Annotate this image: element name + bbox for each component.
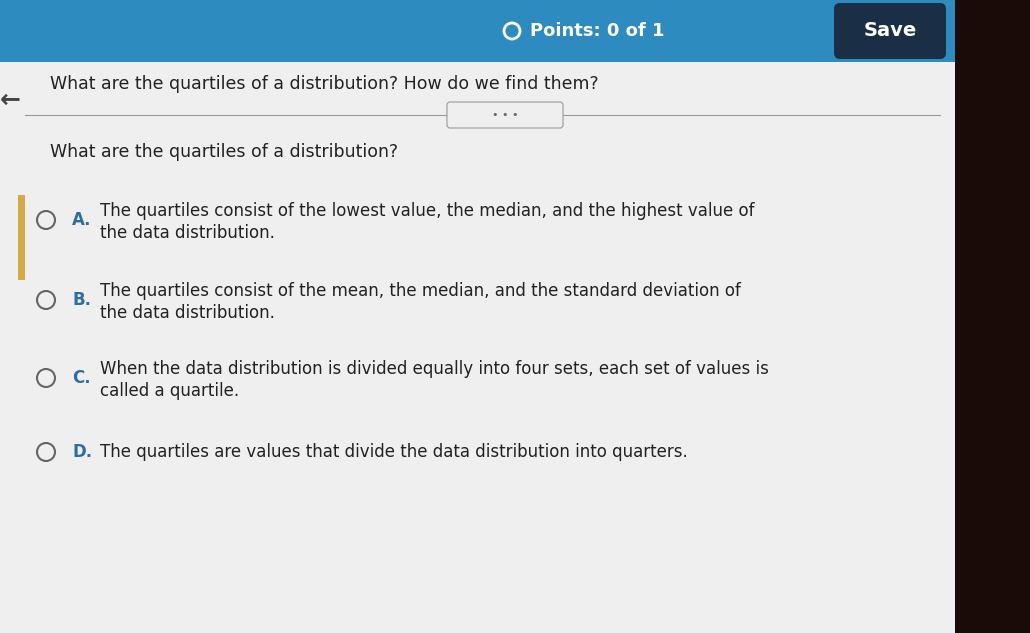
Text: Points: 0 of 1: Points: 0 of 1 [530, 22, 664, 40]
FancyBboxPatch shape [0, 62, 955, 633]
FancyBboxPatch shape [834, 3, 946, 59]
FancyBboxPatch shape [447, 102, 563, 128]
Text: A.: A. [72, 211, 92, 229]
Text: the data distribution.: the data distribution. [100, 224, 275, 242]
Text: The quartiles are values that divide the data distribution into quarters.: The quartiles are values that divide the… [100, 443, 688, 461]
Text: C.: C. [72, 369, 91, 387]
Text: The quartiles consist of the lowest value, the median, and the highest value of: The quartiles consist of the lowest valu… [100, 202, 755, 220]
Circle shape [37, 443, 55, 461]
Text: ←: ← [0, 88, 21, 112]
FancyBboxPatch shape [18, 195, 25, 280]
Text: called a quartile.: called a quartile. [100, 382, 239, 400]
Text: • • •: • • • [491, 110, 518, 120]
Text: the data distribution.: the data distribution. [100, 304, 275, 322]
Text: Save: Save [863, 22, 917, 41]
Circle shape [37, 211, 55, 229]
Circle shape [37, 369, 55, 387]
Text: B.: B. [72, 291, 91, 309]
Text: The quartiles consist of the mean, the median, and the standard deviation of: The quartiles consist of the mean, the m… [100, 282, 741, 300]
Text: When the data distribution is divided equally into four sets, each set of values: When the data distribution is divided eq… [100, 360, 768, 378]
FancyBboxPatch shape [0, 0, 955, 62]
Text: What are the quartiles of a distribution?: What are the quartiles of a distribution… [50, 143, 399, 161]
FancyBboxPatch shape [955, 0, 1030, 633]
Text: What are the quartiles of a distribution? How do we find them?: What are the quartiles of a distribution… [50, 75, 598, 93]
Text: D.: D. [72, 443, 92, 461]
Circle shape [37, 291, 55, 309]
